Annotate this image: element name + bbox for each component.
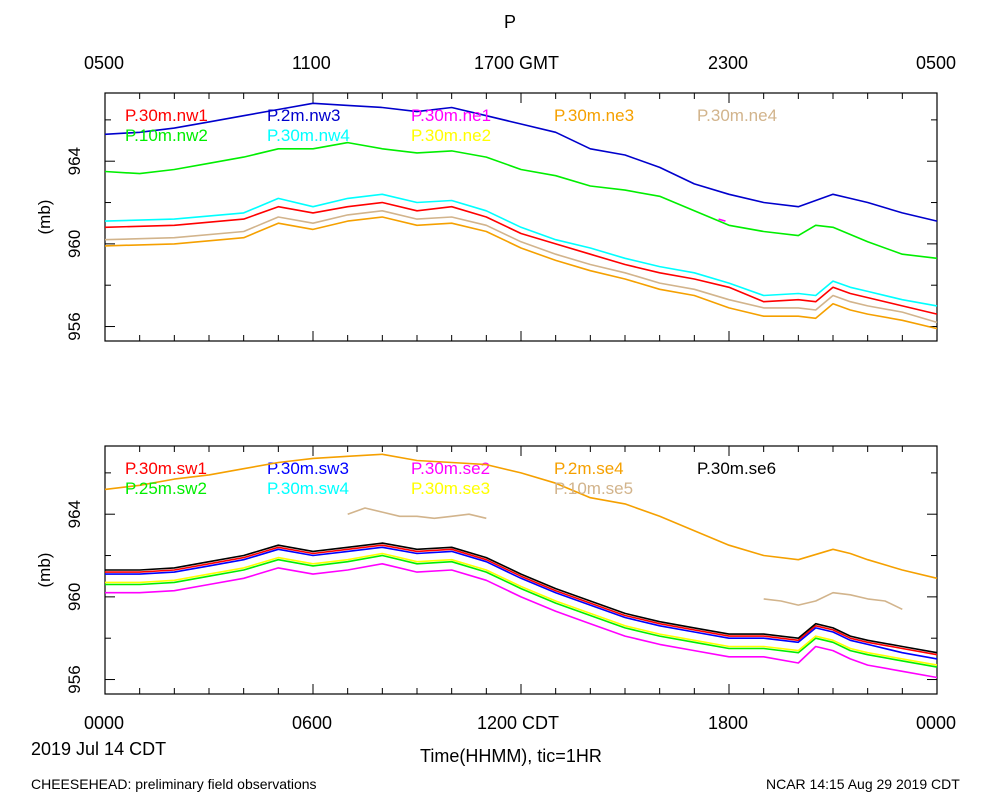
legend-entry-P.10m.nw2: P.10m.nw2 — [125, 126, 208, 145]
series-line-P.2m.se4 — [104, 453, 938, 580]
y-tick-label: 956 — [65, 665, 84, 693]
legend-entry-P.30m.sw3: P.30m.sw3 — [267, 459, 349, 478]
plot-frame-top — [104, 92, 938, 342]
series-line-P.30m.se2 — [105, 563, 938, 679]
legend-entry-P.30m.ne3: P.30m.ne3 — [554, 106, 634, 125]
series-line-P.25m.sw2 — [105, 554, 938, 668]
y-axis-label: (mb) — [35, 200, 54, 235]
legend-entry-P.30m.se3: P.30m.se3 — [411, 479, 490, 498]
footer-right: NCAR 14:15 Aug 29 2019 CDT — [766, 776, 960, 792]
legend-entry-P.30m.nw4: P.30m.nw4 — [267, 126, 350, 145]
footer-left: CHEESEHEAD: preliminary field observatio… — [31, 776, 317, 792]
legend-entry-P.30m.sw1: P.30m.sw1 — [125, 459, 207, 478]
y-tick-label: 956 — [65, 312, 84, 340]
y-tick-label: 964 — [65, 147, 84, 175]
series-line-P.10m.se5 — [347, 507, 903, 611]
chart-title: P — [504, 12, 517, 32]
legend-entry-P.30m.se6: P.30m.se6 — [697, 459, 776, 478]
series-line-P.30m.sw3 — [105, 546, 938, 660]
top-axis-tick-3: 2300 — [708, 53, 749, 73]
series-line-P.10m.nw2 — [104, 141, 938, 260]
x-axis-label: Time(HHMM), tic=1HR — [420, 746, 602, 766]
y-tick-label: 960 — [65, 583, 84, 611]
legend-entry-P.30m.ne2: P.30m.ne2 — [411, 126, 491, 145]
legend-entry-P.10m.se5: P.10m.se5 — [554, 479, 633, 498]
series-line-P.30m.nw4 — [104, 193, 938, 307]
series-line-P.30m.ne1 — [718, 218, 726, 222]
y-tick-label: 960 — [65, 230, 84, 258]
top-axis-tick-0: 0500 — [84, 53, 125, 73]
legend-entry-P.30m.nw1: P.30m.nw1 — [125, 106, 208, 125]
y-tick-label: 964 — [65, 500, 84, 528]
bottom-axis-tick-3: 1800 — [708, 713, 749, 733]
bottom-axis-tick-4: 0000 — [916, 713, 957, 733]
bottom-axis-tick-1: 0600 — [292, 713, 333, 733]
series-line-P.30m.ne4 — [104, 210, 938, 324]
date-label: 2019 Jul 14 CDT — [31, 739, 167, 759]
top-axis-tick-1: 1100 — [292, 53, 331, 73]
series-line-P.30m.se6 — [105, 542, 938, 654]
series-line-P.30m.ne3 — [104, 216, 938, 330]
legend-entry-P.30m.ne4: P.30m.ne4 — [697, 106, 777, 125]
series-line-P.30m.nw1 — [104, 201, 938, 315]
series-line-P.30m.se3 — [105, 552, 938, 666]
y-axis-label: (mb) — [35, 553, 54, 588]
legend-entry-P.2m.nw3: P.2m.nw3 — [267, 106, 340, 125]
legend-entry-P.30m.sw4: P.30m.sw4 — [267, 479, 349, 498]
legend-entry-P.2m.se4: P.2m.se4 — [554, 459, 624, 478]
bottom-axis-tick-2: 1200 CDT — [477, 713, 560, 733]
series-line-P.2m.nw3 — [104, 102, 938, 222]
bottom-axis-tick-0: 0000 — [84, 713, 125, 733]
series-line-P.30m.sw1 — [105, 544, 938, 656]
top-axis-tick-4: 0500 — [916, 53, 957, 73]
legend-entry-P.30m.ne1: P.30m.ne1 — [411, 106, 491, 125]
top-axis-tick-2: 1700 GMT — [474, 53, 560, 73]
legend-entry-P.25m.sw2: P.25m.sw2 — [125, 479, 207, 498]
